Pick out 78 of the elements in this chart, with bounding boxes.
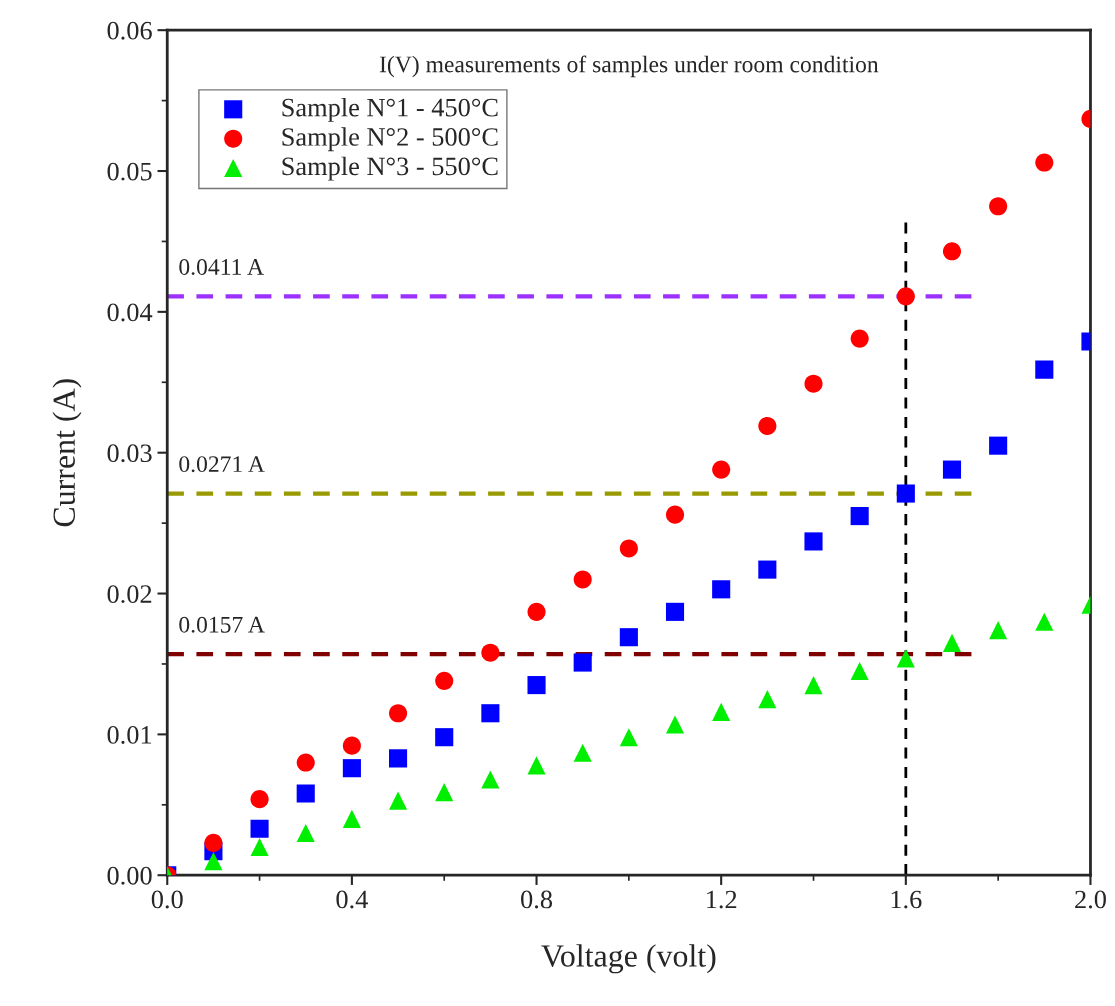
y-tick-label: 0.01 [107, 725, 152, 744]
x-tick-label: 0.4 [336, 890, 368, 909]
point [204, 833, 223, 852]
y-tick-label: 0.02 [107, 585, 152, 604]
point [665, 715, 685, 734]
ref-line-label: 0.0157 A [179, 616, 265, 633]
point [342, 736, 361, 755]
point [435, 728, 454, 747]
point [296, 753, 315, 772]
point [758, 690, 777, 709]
point [1035, 612, 1054, 631]
point [435, 783, 454, 802]
x-tick-label: 1.6 [891, 890, 922, 909]
point [250, 838, 269, 857]
point [573, 653, 592, 672]
legend-label: Sample N°1 - 450°C [282, 97, 498, 122]
y-tick-label: 0.06 [107, 21, 152, 40]
point [665, 505, 685, 524]
point [389, 704, 408, 723]
point [850, 329, 869, 348]
ref-line-label: 0.0411 A [179, 258, 264, 276]
point [942, 242, 962, 261]
x-tick-label: 2.0 [1075, 890, 1106, 909]
point [527, 602, 546, 621]
point [896, 649, 915, 668]
point [389, 749, 408, 768]
point [481, 643, 500, 662]
point [758, 416, 777, 435]
point [712, 580, 731, 599]
point [712, 702, 731, 721]
point [619, 728, 638, 747]
point [619, 539, 638, 558]
point [342, 759, 361, 778]
point [204, 852, 223, 871]
y-axis-title: Current (A) [52, 379, 82, 527]
x-tick-label: 0.0 [151, 890, 183, 909]
point [527, 756, 546, 775]
point [896, 484, 915, 503]
y-tick-label: 0.04 [107, 303, 153, 322]
point [804, 374, 823, 393]
point [758, 560, 777, 579]
point [250, 790, 269, 809]
point [804, 532, 823, 551]
point [850, 661, 869, 681]
point [619, 628, 638, 647]
point [573, 570, 592, 589]
point [896, 287, 915, 306]
y-tick-label: 0.05 [107, 162, 152, 181]
point [942, 633, 962, 652]
point [389, 791, 408, 810]
point [1035, 153, 1054, 172]
legend-label: Sample N°3 - 550°C [282, 156, 498, 181]
point [1035, 360, 1054, 379]
ref-line-label: 0.0271 A [179, 456, 265, 473]
point [850, 507, 869, 526]
point [665, 602, 685, 621]
x-tick-label: 1.2 [707, 890, 737, 909]
point [989, 197, 1008, 216]
point [481, 770, 500, 789]
point [250, 819, 269, 838]
point [989, 436, 1008, 455]
point [296, 784, 315, 803]
point [712, 460, 731, 479]
point [989, 621, 1008, 640]
x-tick-label: 0.8 [521, 890, 553, 909]
x-axis-title: Voltage (volt) [541, 944, 716, 974]
point [296, 823, 315, 843]
point [573, 743, 592, 762]
point [804, 676, 823, 695]
point [481, 704, 500, 723]
legend-label: Sample N°2 - 500°C [282, 127, 498, 152]
text: I(V) measurements of samples under room condition [379, 55, 879, 78]
point [435, 671, 454, 690]
point [942, 460, 962, 479]
point [342, 809, 361, 828]
y-tick-label: 0.00 [107, 866, 152, 885]
y-tick-label: 0.03 [107, 444, 152, 463]
point [527, 676, 546, 695]
